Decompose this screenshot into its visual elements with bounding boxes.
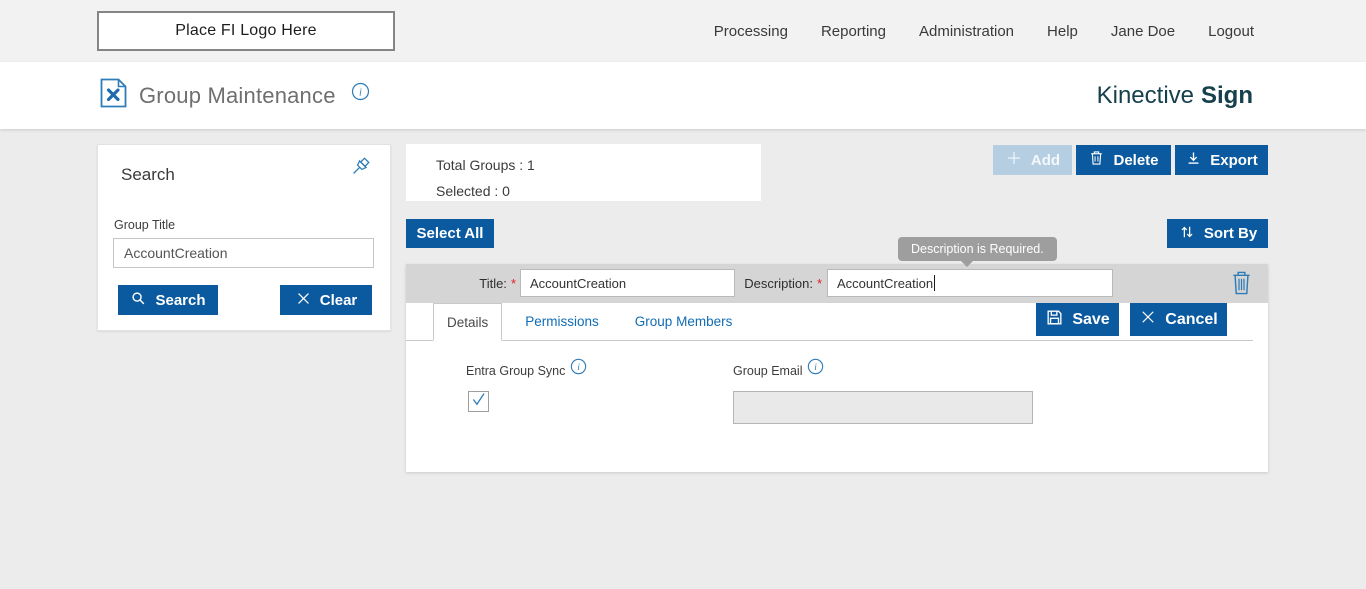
check-icon [469,390,488,414]
description-field-label: Description: * [736,264,822,303]
page-info-icon[interactable]: i [351,82,370,101]
export-icon [1185,150,1202,171]
description-required-marker: * [816,276,822,291]
brand-product: Sign [1201,81,1253,109]
tab-permissions-label: Permissions [525,314,599,329]
fi-logo-text: Place FI Logo Here [175,22,317,39]
entra-group-sync-label-text: Entra Group Sync [466,363,566,378]
main-nav: Processing Reporting Administration Help… [714,0,1254,62]
cancel-button-label: Cancel [1165,310,1218,328]
clear-button[interactable]: Clear [280,285,372,315]
title-input[interactable] [520,269,735,297]
page-title: Group Maintenance [139,82,336,108]
description-input-value: AccountCreation [837,275,934,291]
group-editor-panel: Title:* Description:* AccountCreation [406,264,1268,472]
page-header-left: Group Maintenance i [100,62,370,129]
delete-button[interactable]: Delete [1076,145,1171,175]
title-required-marker: * [510,276,516,291]
brand-name: Kinective [1096,81,1194,109]
entra-group-sync-label: Entra Group Sync i [466,358,587,379]
svg-text:i: i [578,363,581,373]
add-button[interactable]: Add [993,145,1072,175]
top-bar: Place FI Logo Here Processing Reporting … [0,0,1366,62]
total-groups-text: Total Groups : 1 [436,157,535,173]
title-field-label: Title: * [406,264,516,303]
sort-by-button[interactable]: Sort By [1167,219,1268,248]
nav-item-help[interactable]: Help [1047,22,1078,40]
validation-tooltip-text: Description is Required. [911,242,1044,256]
select-all-button[interactable]: Select All [406,219,494,248]
tab-permissions[interactable]: Permissions [512,303,612,340]
selected-count-text: Selected : 0 [436,183,510,199]
save-button[interactable]: Save [1036,303,1119,336]
search-icon [130,290,147,311]
nav-item-administration[interactable]: Administration [918,22,1015,40]
delete-button-label: Delete [1113,151,1159,169]
clear-button-label: Clear [319,291,358,309]
entra-info-icon[interactable]: i [570,358,587,375]
export-button-label: Export [1210,151,1258,169]
title-label-text: Title: [479,276,507,291]
group-email-label-text: Group Email [733,363,803,378]
entra-group-sync-checkbox[interactable] [468,391,489,412]
sort-icon [1178,223,1196,245]
description-label-text: Description: [744,276,813,291]
nav-item-reporting[interactable]: Reporting [820,22,886,40]
search-panel: Search Group Title Search [97,144,391,331]
nav-item-processing[interactable]: Processing [713,22,788,40]
tab-details-label: Details [447,314,489,330]
search-button[interactable]: Search [118,285,218,315]
group-title-label: Group Title [114,218,176,232]
add-icon [1005,149,1023,171]
pin-icon[interactable] [348,155,372,184]
search-panel-title: Search [121,165,175,184]
cancel-button[interactable]: Cancel [1130,303,1227,336]
cancel-icon [1139,308,1157,331]
description-input[interactable]: AccountCreation [827,269,1113,297]
group-actions-toolbar: Add Delete Export [993,145,1268,175]
svg-text:i: i [359,87,362,98]
validation-tooltip: Description is Required. [898,237,1057,267]
page-header: Group Maintenance i Kinective Sign [0,62,1366,129]
search-button-label: Search [155,291,206,309]
tab-details[interactable]: Details [433,303,503,341]
clear-icon [295,290,312,311]
add-button-label: Add [1030,151,1061,169]
group-email-info-icon[interactable]: i [807,358,824,375]
group-email-input[interactable] [733,391,1033,424]
text-caret [934,275,936,291]
export-button[interactable]: Export [1175,145,1268,175]
group-email-label: Group Email i [733,358,824,379]
sort-by-label: Sort By [1203,225,1258,242]
brand-logo: Kinective Sign [1097,62,1253,129]
save-icon [1045,308,1064,332]
group-title-input[interactable] [113,238,374,268]
editor-tabs: Details Permissions Group Members [406,303,1253,341]
group-row-header: Title:* Description:* AccountCreation [406,264,1268,303]
save-button-label: Save [1072,310,1110,328]
group-maintenance-icon [100,78,127,113]
groups-summary: Total Groups : 1 Selected : 0 [406,144,761,201]
nav-item-logout[interactable]: Logout [1208,22,1254,40]
select-all-label: Select All [416,225,484,242]
fi-logo-placeholder: Place FI Logo Here [97,11,395,51]
nav-item-user[interactable]: Jane Doe [1110,22,1176,40]
delete-icon [1088,149,1105,171]
tab-group-members-label: Group Members [634,314,733,329]
row-trash-icon[interactable] [1230,269,1253,302]
tab-group-members[interactable]: Group Members [622,303,746,340]
svg-text:i: i [815,363,818,373]
